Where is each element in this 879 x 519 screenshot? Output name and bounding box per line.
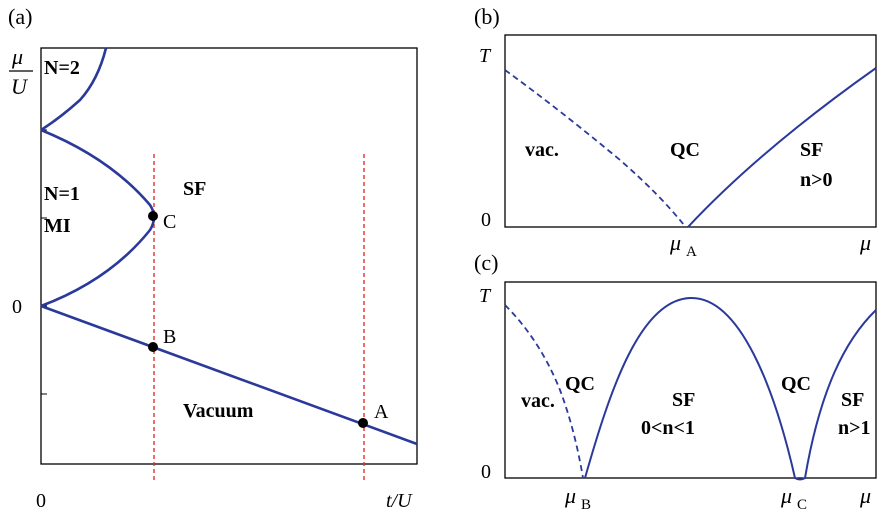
panel-b-frame <box>504 34 877 228</box>
panel-c-region-n-right: n>1 <box>838 417 871 439</box>
svg-text:μ: μ <box>564 483 576 508</box>
panel-a-ylabel-den: U <box>11 74 29 99</box>
svg-text:μ: μ <box>780 483 792 508</box>
panel-b-region-n: n>0 <box>800 169 833 191</box>
panel-c-region-qc2: QC <box>781 373 811 395</box>
panel-b-ylabel: T <box>479 45 492 67</box>
panel-c-region-vac: vac. <box>521 390 555 412</box>
svg-text:A: A <box>686 244 697 260</box>
panel-b-ytick-0: 0 <box>481 209 491 231</box>
panel-c-vacuum-crossover <box>504 304 584 479</box>
panel-c-region-sf-right: SF <box>841 389 864 411</box>
panel-c-region-qc1: QC <box>565 373 595 395</box>
point-b-label: B <box>163 326 176 348</box>
panel-a-xlabel: t/U <box>386 490 413 512</box>
mott-lobe-n2-boundary <box>40 47 108 132</box>
point-b <box>148 342 158 352</box>
panel-c-sf-dome <box>584 296 796 479</box>
region-sf-label: SF <box>183 178 206 200</box>
point-c-label: C <box>163 211 176 233</box>
panel-b-xlabel: μ <box>859 230 871 255</box>
panel-b-region-vac: vac. <box>525 139 559 161</box>
region-n2-label: N=2 <box>44 57 80 79</box>
panel-b-vacuum-crossover <box>504 69 685 226</box>
panel-c-ylabel: T <box>479 285 492 307</box>
panel-a-ylabel-num: μ <box>11 44 23 69</box>
panel-c-sf-cusp <box>794 477 806 481</box>
panel-c-ytick-0: 0 <box>481 461 491 483</box>
panel-c-xtick-mu-c: μ C <box>780 483 807 513</box>
panel-a-tag: (a) <box>8 4 32 29</box>
panel-c: (c) T 0 vac. QC SF 0<n<1 QC SF n>1 μ B μ… <box>474 250 877 513</box>
panel-b-sf-boundary <box>687 67 877 228</box>
point-a-label: A <box>374 401 389 423</box>
panel-a-ytick-0: 0 <box>12 296 22 318</box>
panel-c-sf-right-boundary <box>804 309 877 479</box>
panel-a-xtick-0: 0 <box>36 490 46 512</box>
svg-text:C: C <box>797 497 807 513</box>
region-mi-label: MI <box>44 215 71 237</box>
panel-c-region-n-mid: 0<n<1 <box>641 417 695 439</box>
panel-c-region-sf: SF <box>672 389 695 411</box>
panel-b-region-qc: QC <box>670 139 700 161</box>
region-vacuum-label: Vacuum <box>183 400 254 422</box>
svg-text:B: B <box>581 497 591 513</box>
vacuum-boundary-line <box>40 304 418 446</box>
panel-b: (b) T 0 vac. QC SF n>0 μ A μ <box>474 4 877 260</box>
panel-a-frame <box>40 47 418 465</box>
point-a <box>358 418 368 428</box>
panel-c-tag: (c) <box>474 250 498 275</box>
panel-c-xlabel: μ <box>859 483 871 508</box>
panel-c-xtick-mu-b: μ B <box>564 483 591 513</box>
panel-b-region-sf: SF <box>800 139 823 161</box>
panel-c-frame <box>504 281 877 479</box>
svg-text:μ: μ <box>669 230 681 255</box>
panel-b-xtick-mu-a: μ A <box>669 230 697 260</box>
point-c <box>148 211 158 221</box>
panel-a: (a) μ U C B A N=2 N=1 MI SF Vacuum 0 0 <box>8 4 418 512</box>
region-n1-label: N=1 <box>44 183 80 205</box>
panel-b-tag: (b) <box>474 4 500 29</box>
